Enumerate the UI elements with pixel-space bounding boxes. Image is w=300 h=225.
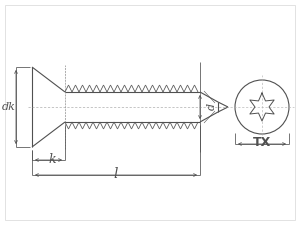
- Text: l: l: [114, 167, 118, 181]
- Text: d: d: [207, 102, 217, 110]
- Text: TX: TX: [253, 136, 271, 149]
- Text: dk: dk: [2, 102, 16, 112]
- Text: k: k: [49, 153, 56, 166]
